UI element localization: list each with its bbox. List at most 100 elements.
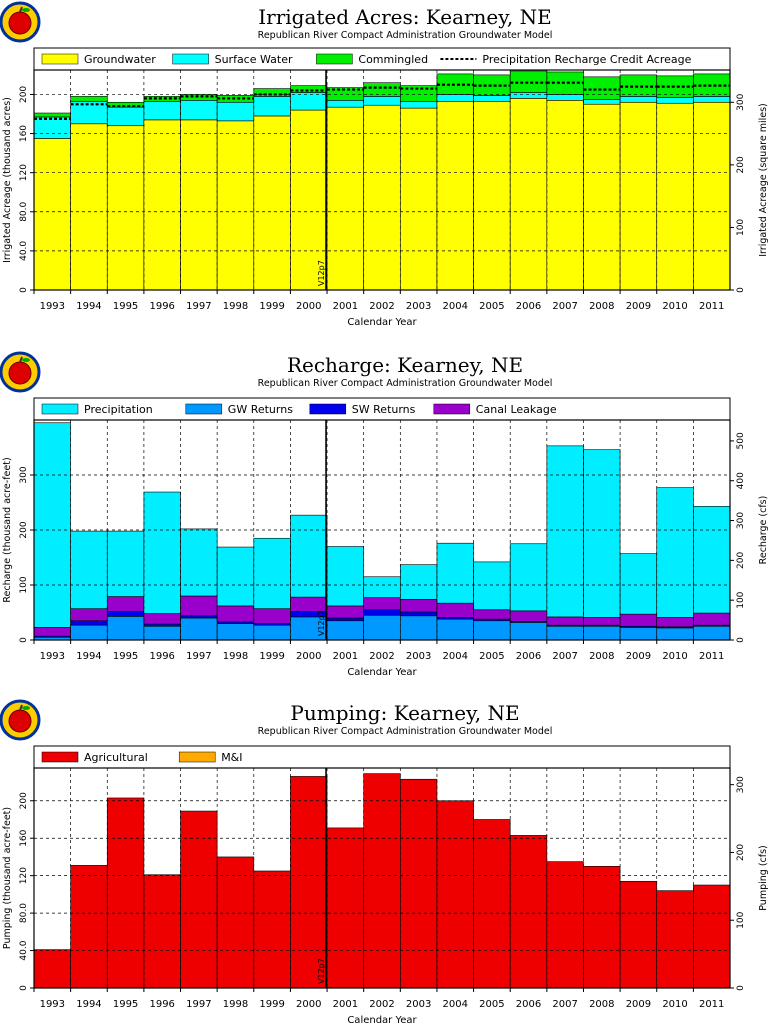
legend-swatch	[433, 403, 471, 415]
bar-gw-returns-2011	[693, 625, 731, 641]
bar-precipitation-2003	[400, 564, 438, 600]
legend-label: Agricultural	[84, 751, 148, 764]
x-tick-label: 1995	[113, 999, 138, 1010]
version-marker-label: V12p7	[317, 958, 326, 984]
x-axis-label: Calendar Year	[347, 1015, 417, 1024]
bar-gw-returns-1994	[70, 624, 108, 641]
x-tick-label: 1998	[223, 301, 248, 312]
x-tick-label: 1994	[76, 999, 101, 1010]
x-tick-label: 1999	[259, 301, 284, 312]
version-marker-label: V12p7	[317, 610, 326, 636]
legend-swatch	[41, 751, 79, 763]
chart-subtitle: Republican River Compact Administration …	[258, 726, 553, 737]
bar-precipitation-2005	[473, 561, 511, 611]
bar-surface-water-2003	[400, 100, 438, 109]
bar-commingled-1994	[70, 96, 108, 102]
bar-precipitation-1997	[180, 528, 218, 597]
bar-sw-returns-2001	[326, 617, 364, 622]
bar-agricultural-1998	[216, 856, 255, 989]
bar-precipitation-1994	[70, 530, 108, 609]
bar-surface-water-1993	[33, 116, 71, 139]
bar-canal-leakage-1996	[143, 613, 181, 625]
y-right-tick-label: 0	[736, 985, 746, 991]
bar-precipitation-2010	[656, 487, 694, 618]
bar-precipitation-2007	[546, 445, 584, 618]
x-tick-label: 2009	[626, 301, 651, 312]
bar-canal-leakage-2003	[400, 598, 438, 613]
x-tick-label: 2001	[333, 999, 358, 1010]
x-tick-label: 2005	[479, 301, 504, 312]
bar-groundwater-1994	[70, 123, 108, 291]
x-axis-label: Calendar Year	[347, 667, 417, 678]
legend-swatch	[41, 403, 79, 415]
bar-surface-water-2011	[693, 96, 731, 103]
y-right-tick-label: 300	[736, 512, 746, 529]
bar-groundwater-1997	[180, 119, 218, 291]
y-tick-label: 0	[19, 985, 29, 991]
bar-canal-leakage-2005	[473, 609, 511, 620]
legend-swatch	[185, 403, 223, 415]
x-tick-label: 1997	[186, 301, 211, 312]
bar-precipitation-2002	[363, 576, 401, 598]
bar-sw-returns-1995	[106, 611, 145, 617]
bar-gw-returns-1998	[216, 623, 255, 641]
y-right-tick-label: 0	[736, 637, 746, 643]
y-axis-label: Pumping (thousand acre-feet)	[2, 807, 13, 949]
y-tick-label: 200	[19, 86, 29, 103]
bar-canal-leakage-2008	[583, 617, 621, 626]
x-tick-label: 1993	[40, 301, 65, 312]
bar-groundwater-2009	[619, 101, 658, 291]
y-right-tick-label: 100	[736, 911, 746, 928]
bar-canal-leakage-1994	[70, 608, 108, 622]
legend-label: SW Returns	[352, 403, 416, 416]
y-tick-label: 0	[19, 637, 29, 643]
bar-surface-water-2010	[656, 97, 694, 104]
bar-sw-returns-1996	[143, 623, 181, 627]
bar-agricultural-2006	[509, 835, 548, 989]
legend-label: Commingled	[358, 53, 428, 66]
logo-leaf	[22, 8, 30, 12]
x-tick-label: 2004	[443, 999, 468, 1010]
bar-precipitation-2009	[619, 553, 658, 615]
y-right-tick-label: 0	[736, 287, 746, 293]
bar-gw-returns-2009	[619, 627, 658, 641]
bar-agricultural-2004	[436, 800, 474, 989]
bar-agricultural-2008	[583, 865, 621, 989]
y-right-tick-label: 300	[736, 776, 746, 793]
bar-groundwater-2003	[400, 107, 438, 291]
bar-sw-returns-2002	[363, 609, 401, 616]
bar-gw-returns-2004	[436, 618, 474, 641]
bar-groundwater-2008	[583, 103, 621, 291]
x-tick-label: 1996	[149, 999, 174, 1010]
legend-label: GW Returns	[228, 403, 293, 416]
y-right-tick-label: 300	[736, 93, 746, 110]
bar-canal-leakage-1993	[33, 627, 71, 637]
bar-sw-returns-2003	[400, 611, 438, 617]
x-tick-label: 2001	[333, 301, 358, 312]
logo-icon	[0, 699, 41, 741]
bar-precipitation-1996	[143, 491, 181, 614]
x-tick-label: 1997	[186, 999, 211, 1010]
bar-canal-leakage-2006	[509, 610, 548, 622]
bar-gw-returns-1996	[143, 625, 181, 641]
x-tick-label: 2011	[699, 999, 724, 1010]
x-tick-label: 2004	[443, 651, 468, 662]
x-tick-label: 2010	[662, 301, 687, 312]
y-right-tick-label: 200	[736, 844, 746, 861]
y-axis-label: Irrigated Acreage (thousand acres)	[2, 97, 13, 263]
bar-gw-returns-2006	[509, 622, 548, 641]
x-tick-label: 2000	[296, 651, 321, 662]
bar-groundwater-1998	[216, 120, 255, 291]
x-tick-label: 2009	[626, 999, 651, 1010]
bar-gw-returns-1995	[106, 616, 145, 641]
bar-agricultural-2005	[473, 819, 511, 989]
bar-gw-returns-2001	[326, 620, 364, 641]
bar-commingled-2008	[583, 76, 621, 100]
bar-surface-water-2001	[326, 100, 364, 108]
chart-title: Pumping: Kearney, NE	[290, 701, 519, 725]
logo-icon	[0, 351, 41, 393]
y-tick-label: 40.0	[19, 940, 29, 960]
bar-agricultural-1997	[180, 810, 218, 989]
